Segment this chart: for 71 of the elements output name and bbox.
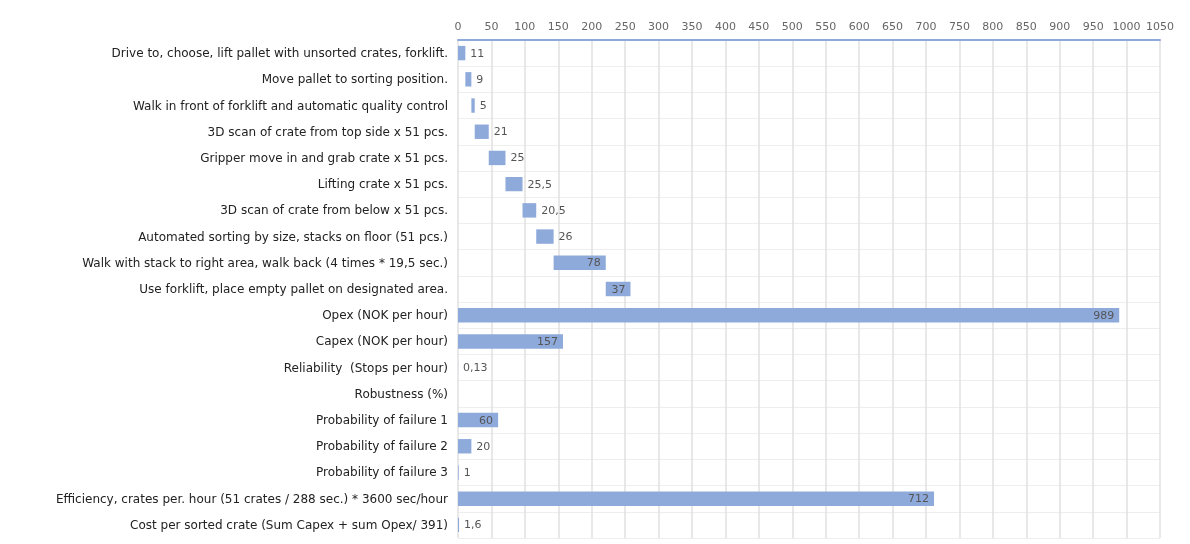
x-tick-label: 450 xyxy=(748,20,770,33)
y-tick-label: Automated sorting by size, stacks on floor (51 pcs.) xyxy=(138,229,448,244)
y-tick-label: Capex (NOK per hour) xyxy=(315,334,448,349)
x-tick-label: 700 xyxy=(915,20,937,33)
data-label: 20,5 xyxy=(541,203,566,217)
x-tick-label: 50 xyxy=(484,20,499,33)
data-label: 157 xyxy=(536,334,558,348)
data-label: 25,5 xyxy=(527,177,553,191)
x-tick-label: 750 xyxy=(948,20,970,33)
x-tick-label: 550 xyxy=(815,20,837,33)
bar xyxy=(458,334,563,349)
data-label: 9 xyxy=(476,72,484,86)
y-tick-label: Use forklift, place empty pallet on designated area. xyxy=(139,282,448,296)
bar xyxy=(465,72,472,87)
bar xyxy=(522,203,537,218)
data-label: 1,6 xyxy=(464,518,482,532)
y-tick-label: Lifting crate x 51 pcs. xyxy=(317,177,448,192)
data-label: 37 xyxy=(611,282,626,296)
data-label: 712 xyxy=(908,492,930,506)
bar xyxy=(474,124,489,139)
bar xyxy=(458,45,466,61)
x-tick-label: 1050 xyxy=(1146,20,1174,33)
x-tick-label: 1000 xyxy=(1112,20,1141,33)
bar xyxy=(471,98,475,113)
data-label: 11 xyxy=(470,46,485,60)
y-tick-label: Opex (NOK per hour) xyxy=(322,308,448,323)
data-label: 78 xyxy=(586,256,601,270)
bar xyxy=(458,491,935,506)
x-tick-label: 250 xyxy=(614,20,636,33)
bar xyxy=(488,150,506,166)
bar xyxy=(458,439,472,454)
y-tick-label: Efficiency, crates per. hour (51 crates / 288 sec.) * 3600 sec/hour xyxy=(55,491,449,506)
y-tick-label: Walk in front of forklift and automatic quality control xyxy=(132,98,448,113)
y-tick-label: Probability of failure 1 xyxy=(316,413,448,428)
y-tick-label: Move pallet to sorting position. xyxy=(261,72,448,87)
bar xyxy=(536,229,554,244)
data-label: 26 xyxy=(558,230,573,244)
y-tick-label: Cost per sorted crate (Sum Capex + sum Opex/ 391) xyxy=(130,517,448,532)
x-tick-label: 300 xyxy=(648,20,670,33)
x-tick-label: 200 xyxy=(581,20,603,33)
bar xyxy=(505,176,523,192)
x-tick-label: 0 xyxy=(454,20,462,33)
y-tick-label: Drive to, choose, lift pallet with unsorted crates, forklift. xyxy=(111,46,448,61)
x-tick-label: 900 xyxy=(1049,20,1071,33)
x-tick-label: 100 xyxy=(514,20,536,33)
y-tick-label: 3D scan of crate from top side x 51 pcs. xyxy=(207,124,448,139)
data-label: 21 xyxy=(493,125,508,139)
y-tick-label: Reliability (Stops per hour) xyxy=(283,360,448,375)
x-tick-label: 400 xyxy=(714,20,736,33)
data-label: 5 xyxy=(479,99,487,113)
x-tick-label: 350 xyxy=(681,20,703,33)
data-label: 989 xyxy=(1093,308,1115,322)
x-tick-label: 500 xyxy=(781,20,803,33)
data-label: 0,13 xyxy=(463,361,488,375)
data-label: 20 xyxy=(476,439,491,453)
y-tick-label: Probability of failure 2 xyxy=(316,439,448,454)
data-label: 1 xyxy=(463,465,471,479)
y-tick-label: Robustness (%) xyxy=(354,386,448,401)
bar xyxy=(458,308,1120,323)
x-tick-label: 950 xyxy=(1082,20,1104,33)
y-tick-label: Walk with stack to right area, walk back (4 times * 19,5 sec.) xyxy=(82,255,448,270)
x-tick-label: 850 xyxy=(1015,20,1037,33)
data-label: 60 xyxy=(479,413,494,427)
y-tick-label: Probability of failure 3 xyxy=(316,465,448,480)
y-tick-label: Gripper move in and grab crate x 51 pcs. xyxy=(200,150,448,165)
y-tick-label: 3D scan of crate from below x 51 pcs. xyxy=(220,203,448,218)
x-tick-label: 650 xyxy=(882,20,904,33)
data-label: 25 xyxy=(510,151,525,165)
x-tick-label: 600 xyxy=(848,20,870,33)
x-tick-label: 150 xyxy=(547,20,569,33)
x-tick-label: 800 xyxy=(982,20,1004,33)
